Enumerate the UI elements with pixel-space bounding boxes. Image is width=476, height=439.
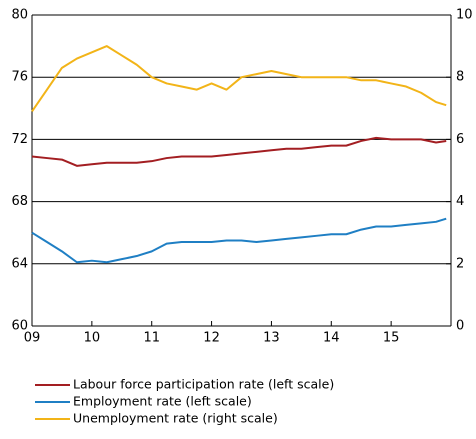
x-tick-label: 15 — [383, 331, 400, 346]
x-tick-label: 13 — [263, 331, 280, 346]
y-tick-label: 60 — [11, 319, 28, 334]
y2-tick-label: 6 — [456, 132, 464, 147]
x-tick-label: 12 — [203, 331, 220, 346]
y-tick-label: 68 — [11, 194, 28, 209]
legend-label: Unemployment rate (right scale) — [73, 411, 278, 426]
y-tick-label: 72 — [11, 132, 28, 147]
y2-tick-label: 8 — [456, 70, 464, 85]
y2-tick-label: 0 — [456, 319, 464, 334]
y2-tick-label: 10 — [456, 8, 473, 23]
data-line — [31, 136, 447, 167]
legend-label: Labour force participation rate (left sc… — [73, 377, 334, 392]
legend-label: Employment rate (left scale) — [73, 394, 252, 409]
x-tick-label: 14 — [323, 331, 340, 346]
y2-tick-label: 2 — [456, 256, 464, 271]
x-tick-label: 11 — [143, 331, 160, 346]
x-tick-label: 09 — [24, 331, 41, 346]
y2-tick-label: 4 — [456, 194, 464, 209]
y-tick-label: 76 — [11, 70, 28, 85]
x-tick-label: 10 — [84, 331, 101, 346]
y-tick-label: 80 — [11, 8, 28, 23]
data-line — [31, 45, 447, 112]
y-tick-label: 64 — [11, 256, 28, 271]
data-line — [31, 217, 447, 264]
